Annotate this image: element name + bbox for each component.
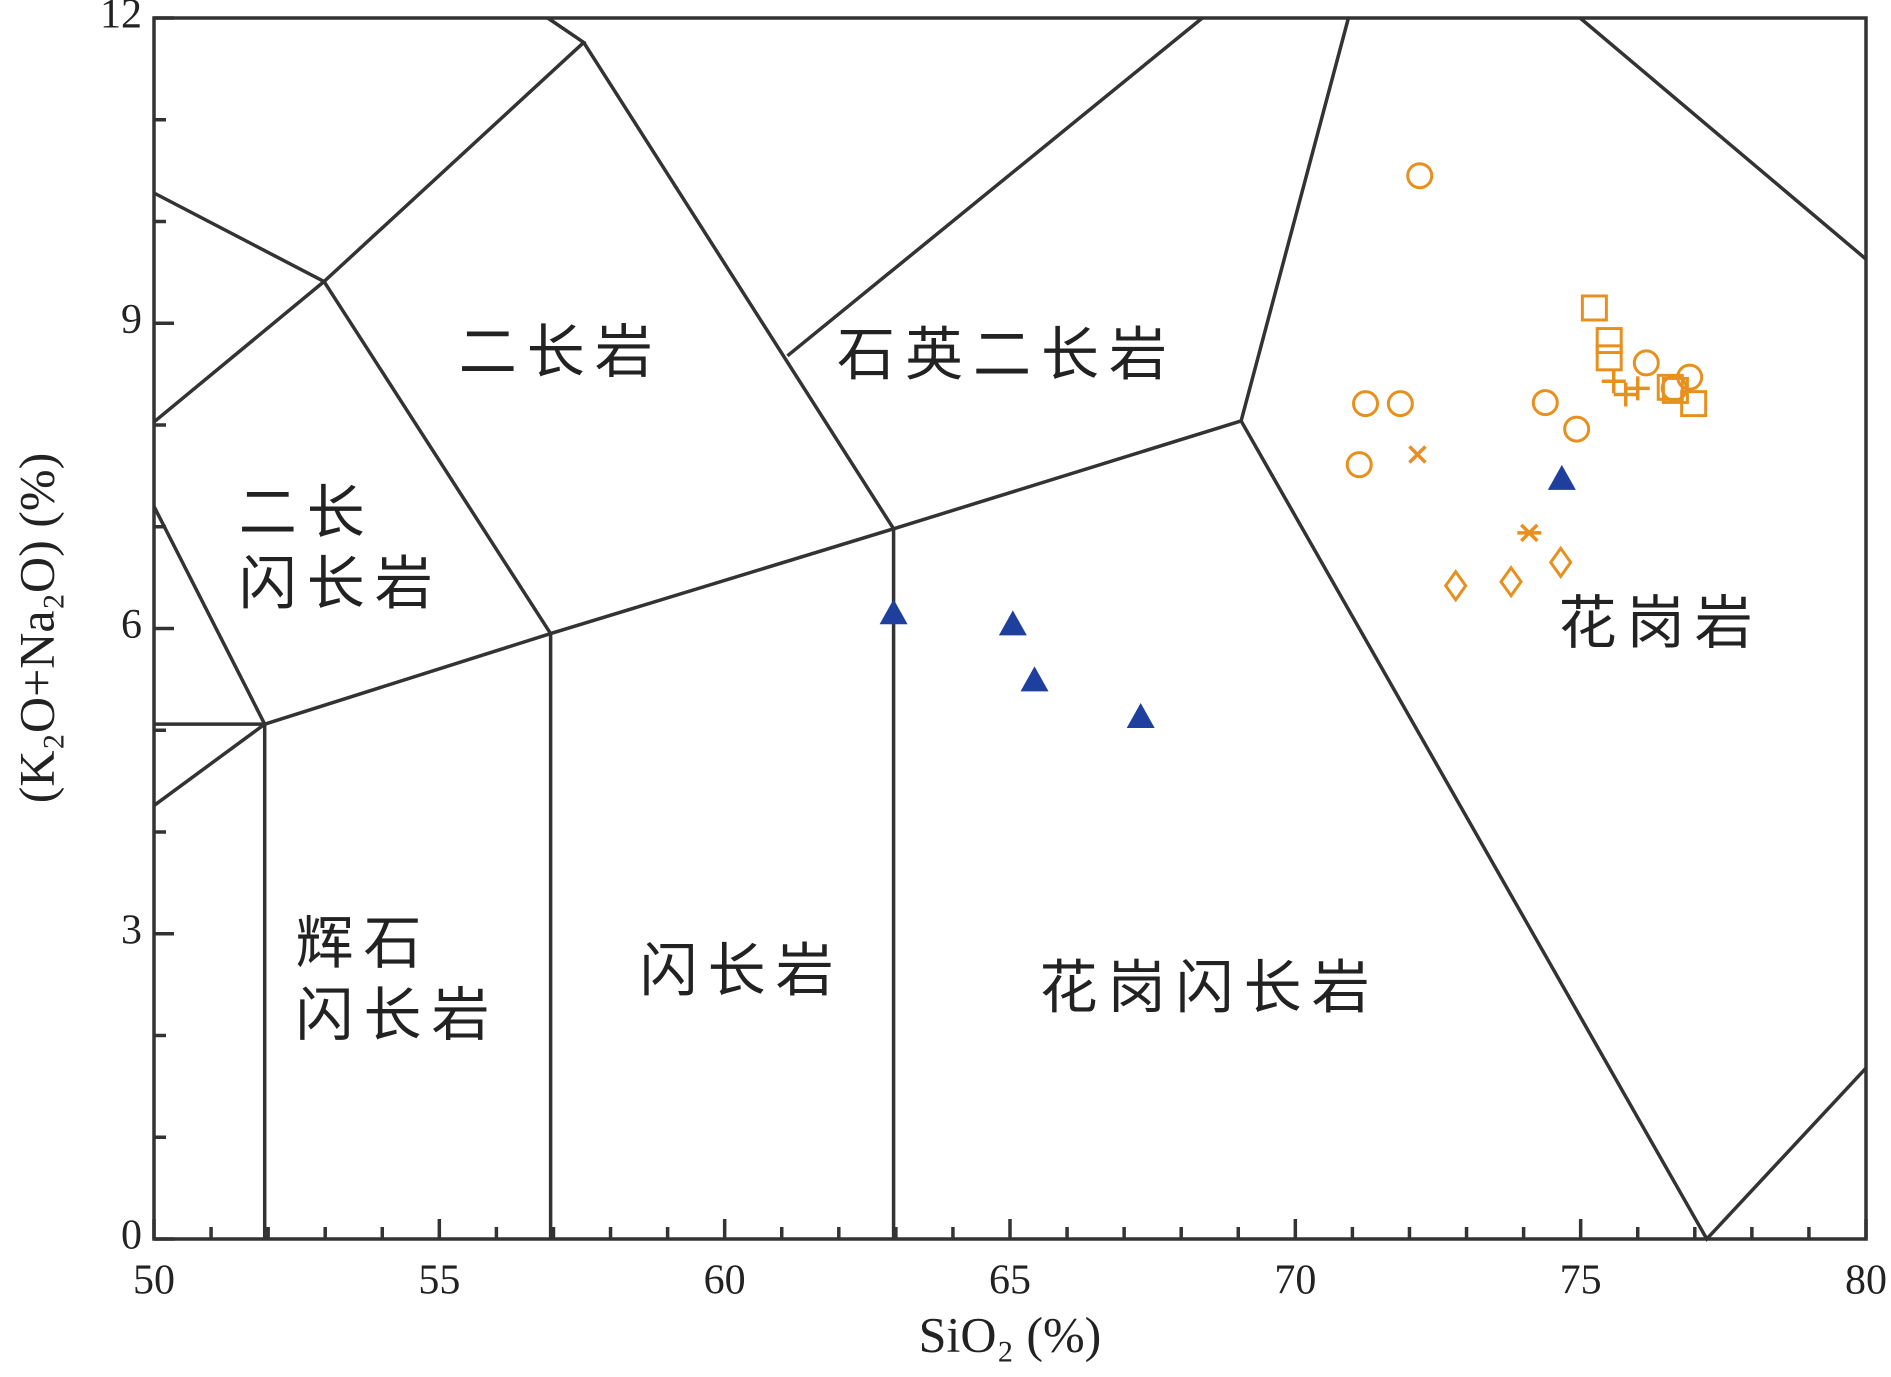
field-boundary [582,41,896,1239]
field-boundary [893,419,1242,531]
circle-marker [1386,390,1414,418]
circle-marker [1531,389,1559,417]
cross-marker [1408,445,1427,464]
plus-marker [1613,382,1638,407]
x-tick-label: 70 [1274,1258,1316,1304]
field-boundary [1239,17,1868,1242]
square-marker [1580,294,1608,322]
x-tick-label: 60 [704,1258,746,1304]
field-label: 石英二长岩 [837,320,1177,388]
x-tick-label: 80 [1845,1258,1887,1304]
field-label: 花岗闪长岩 [1040,953,1380,1021]
circle-marker [1345,451,1373,479]
field-label: 花岗岩 [1559,589,1763,657]
y-tick-label: 0 [121,1213,142,1259]
circle-marker [1632,349,1660,377]
triangle-marker [1020,666,1049,692]
field-label: 二长岩 [459,318,663,386]
diamond-marker [1548,545,1573,579]
field-boundary [786,16,1204,358]
x-tick-label: 75 [1560,1258,1602,1304]
field-boundary [152,280,326,424]
field-boundary [264,527,895,726]
y-tick-label: 12 [100,0,142,38]
field-boundary [1578,16,1868,261]
x-axis-label: SiO₂ (%) [919,1306,1102,1362]
field-label: 二长 [239,478,375,546]
plus-marker [1625,376,1650,401]
y-axis-label: (K₂O+Na₂O) (%) [8,453,64,803]
y-tick-label: 9 [121,297,142,343]
field-label: 闪长岩 [640,937,844,1005]
square-marker [1656,373,1684,401]
plus-marker [1601,369,1626,394]
field-boundary [153,16,587,284]
square-marker [1595,327,1623,355]
field-boundary [322,280,553,1239]
square-marker [1661,376,1689,404]
triangle-marker [879,599,908,625]
triangle-marker [1126,703,1155,729]
triangle-marker [1547,464,1576,490]
y-tick-label: 6 [121,602,142,648]
circle-marker [1563,415,1591,443]
y-tick-label: 3 [121,907,142,953]
field-boundary [152,722,266,807]
square-marker [1595,344,1623,372]
circle-marker [1352,390,1380,418]
field-label: 闪长岩 [239,549,443,617]
circle-marker [1406,162,1434,190]
diamond-marker [1499,565,1523,599]
diamond-marker [1443,569,1468,603]
triangle-marker [998,610,1027,636]
field-label: 闪长岩 [295,981,499,1049]
asterisk-marker [1517,523,1542,543]
x-tick-label: 65 [989,1258,1031,1304]
x-tick-label: 50 [133,1258,175,1304]
field-label: 辉石 [295,909,431,977]
x-tick-label: 55 [418,1258,460,1304]
